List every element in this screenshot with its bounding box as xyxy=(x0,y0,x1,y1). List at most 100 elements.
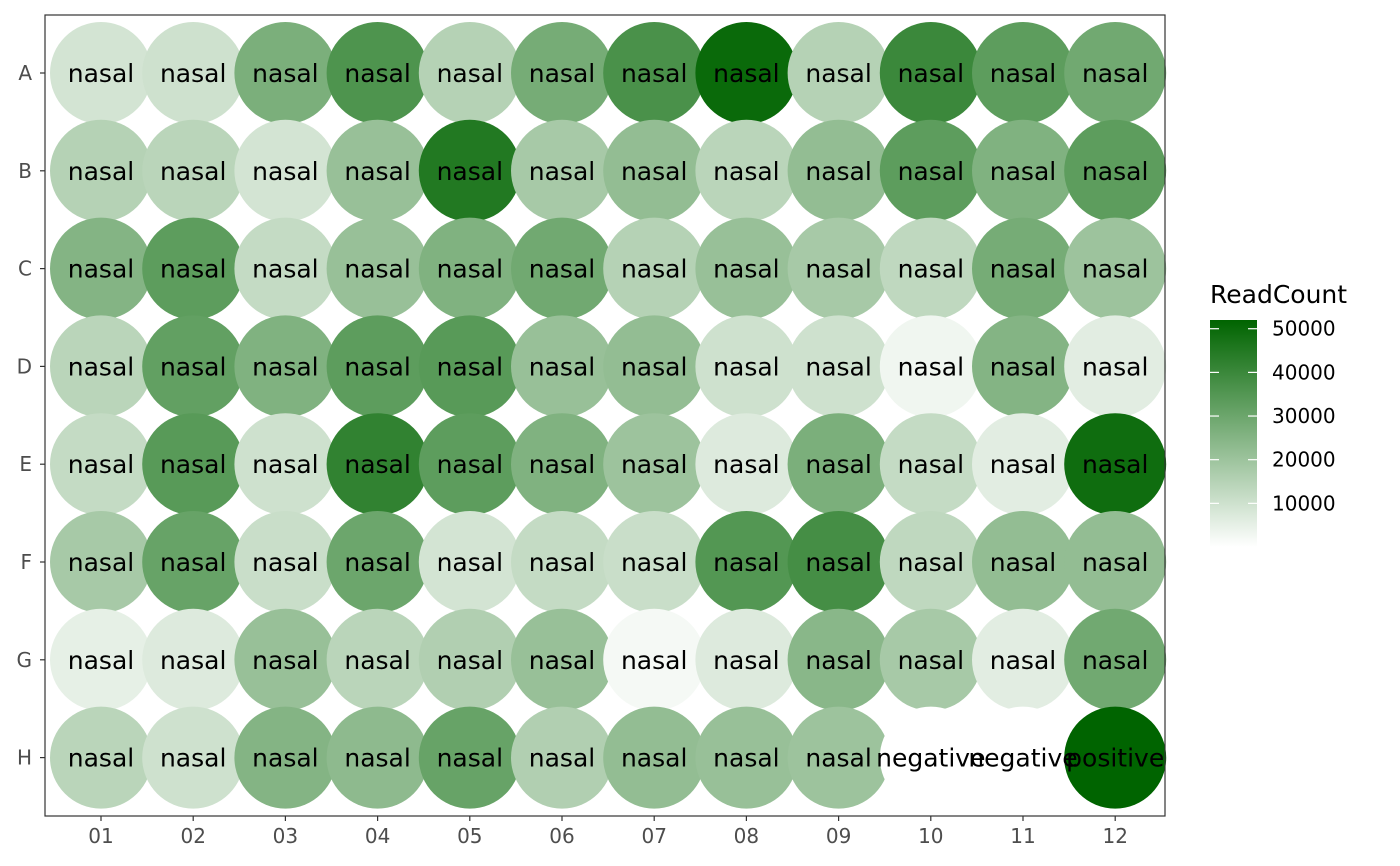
y-tick-label-C: C xyxy=(18,257,32,281)
well-B10 xyxy=(879,119,982,222)
well-H05 xyxy=(418,706,521,809)
well-label-G01: nasal xyxy=(68,646,134,675)
legend-label-30000: 30000 xyxy=(1272,404,1336,428)
x-tick-label-07: 07 xyxy=(641,824,666,848)
y-tick-label-E: E xyxy=(19,452,32,476)
well-label-A10: nasal xyxy=(898,59,964,88)
well-A04 xyxy=(326,22,429,124)
well-F09 xyxy=(787,511,890,613)
well-label-F05: nasal xyxy=(437,548,503,577)
well-label-B11: nasal xyxy=(990,157,1056,186)
well-D12 xyxy=(1064,315,1167,418)
well-B04 xyxy=(326,119,429,222)
well-E07 xyxy=(603,413,706,516)
well-C12 xyxy=(1064,217,1167,320)
well-label-E02: nasal xyxy=(160,450,226,479)
well-label-F01: nasal xyxy=(68,548,134,577)
well-label-D03: nasal xyxy=(252,352,318,381)
well-H07 xyxy=(603,706,706,809)
well-A12 xyxy=(1064,22,1167,124)
well-G01 xyxy=(50,608,152,711)
well-label-A01: nasal xyxy=(68,59,134,88)
well-C03 xyxy=(234,217,337,320)
well-E03 xyxy=(234,413,337,516)
y-tick-label-H: H xyxy=(17,746,32,770)
well-label-E10: nasal xyxy=(898,450,964,479)
well-H06 xyxy=(511,706,613,809)
well-label-E03: nasal xyxy=(252,450,318,479)
well-label-A04: nasal xyxy=(344,59,410,88)
well-label-A05: nasal xyxy=(437,59,503,88)
well-label-G12: nasal xyxy=(1082,646,1148,675)
well-H09 xyxy=(787,706,890,809)
well-C11 xyxy=(972,217,1074,320)
well-label-H11: negative xyxy=(968,744,1077,773)
x-tick-label-02: 02 xyxy=(180,824,205,848)
well-D10 xyxy=(879,315,982,418)
well-F03 xyxy=(234,511,337,613)
well-H10 xyxy=(879,706,982,809)
well-label-G11: nasal xyxy=(990,646,1056,675)
well-label-F10: nasal xyxy=(898,548,964,577)
x-tick-label-03: 03 xyxy=(273,824,298,848)
well-label-B10: nasal xyxy=(898,157,964,186)
well-H03 xyxy=(234,706,337,809)
well-D05 xyxy=(418,315,521,418)
well-G02 xyxy=(142,608,245,711)
well-label-B09: nasal xyxy=(805,157,871,186)
well-F02 xyxy=(142,511,245,613)
well-label-D09: nasal xyxy=(805,352,871,381)
well-label-F09: nasal xyxy=(805,548,871,577)
well-label-H04: nasal xyxy=(344,744,410,773)
well-label-D07: nasal xyxy=(621,352,687,381)
well-H08 xyxy=(695,706,798,809)
well-C05 xyxy=(418,217,521,320)
well-label-C03: nasal xyxy=(252,255,318,284)
well-G03 xyxy=(234,608,337,711)
well-label-A07: nasal xyxy=(621,59,687,88)
x-tick-label-12: 12 xyxy=(1102,824,1127,848)
well-G10 xyxy=(879,608,982,711)
y-tick-label-F: F xyxy=(20,550,32,574)
legend-label-20000: 20000 xyxy=(1272,448,1336,472)
well-F04 xyxy=(326,511,429,613)
well-label-B12: nasal xyxy=(1082,157,1148,186)
x-tick-label-01: 01 xyxy=(88,824,113,848)
well-label-D06: nasal xyxy=(529,352,595,381)
well-G12 xyxy=(1064,608,1167,711)
well-label-C06: nasal xyxy=(529,255,595,284)
well-B02 xyxy=(142,119,245,222)
well-G05 xyxy=(418,608,521,711)
well-A10 xyxy=(879,22,982,124)
well-B08 xyxy=(695,119,798,222)
well-label-E06: nasal xyxy=(529,450,595,479)
well-B01 xyxy=(50,119,152,222)
well-B12 xyxy=(1064,119,1167,222)
well-G07 xyxy=(603,608,706,711)
well-E05 xyxy=(418,413,521,516)
well-label-H12: positive xyxy=(1066,744,1164,773)
well-F11 xyxy=(972,511,1074,613)
well-label-A09: nasal xyxy=(805,59,871,88)
well-A03 xyxy=(234,22,337,124)
well-label-A12: nasal xyxy=(1082,59,1148,88)
well-E12 xyxy=(1064,413,1167,516)
well-label-C07: nasal xyxy=(621,255,687,284)
well-label-E11: nasal xyxy=(990,450,1056,479)
x-tick-label-06: 06 xyxy=(549,824,574,848)
well-B11 xyxy=(972,119,1074,222)
well-A06 xyxy=(511,22,613,124)
well-A11 xyxy=(972,22,1074,124)
well-C06 xyxy=(511,217,613,320)
well-A08 xyxy=(695,22,798,124)
well-D09 xyxy=(787,315,890,418)
well-G11 xyxy=(972,608,1074,711)
well-label-B02: nasal xyxy=(160,157,226,186)
well-label-A02: nasal xyxy=(160,59,226,88)
well-label-D05: nasal xyxy=(437,352,503,381)
well-label-F11: nasal xyxy=(990,548,1056,577)
well-label-C11: nasal xyxy=(990,255,1056,284)
well-F10 xyxy=(879,511,982,613)
well-E02 xyxy=(142,413,245,516)
